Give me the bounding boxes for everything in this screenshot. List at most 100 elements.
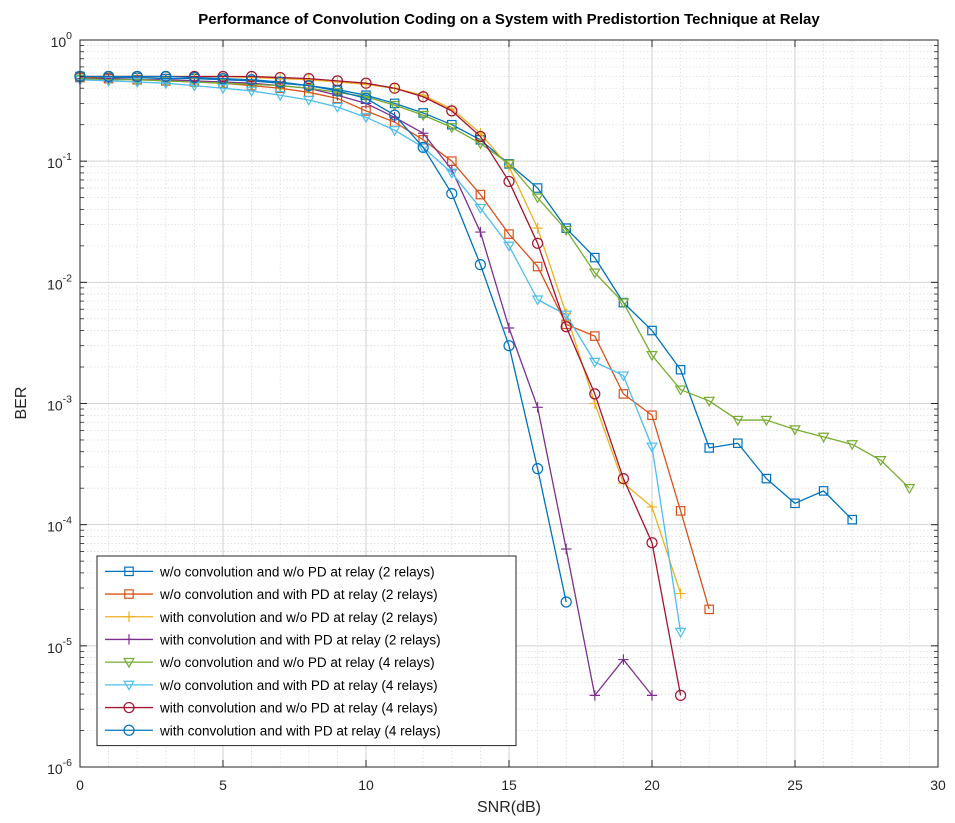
legend: w/o convolution and w/o PD at relay (2 r… — [96, 555, 517, 747]
data-point — [618, 389, 629, 399]
series-line — [79, 79, 682, 633]
y-tick-label: 10-3 — [47, 394, 72, 414]
data-point — [531, 193, 544, 204]
data-point — [674, 385, 687, 396]
data-point — [532, 183, 543, 193]
x-tick-label: 10 — [358, 777, 374, 793]
legend-label: with convolution and w/o PD at relay (4 … — [159, 701, 438, 716]
data-point — [703, 396, 716, 407]
series-8 — [74, 70, 572, 608]
legend-label: w/o convolution and with PD at relay (4 … — [159, 678, 438, 693]
legend-box — [96, 555, 517, 747]
data-point — [217, 73, 229, 85]
data-point — [446, 187, 458, 200]
legend-entry: with convolution and w/o PD at relay (4 … — [105, 701, 438, 716]
legend-entry: w/o convolution and w/o PD at relay (2 r… — [105, 564, 435, 579]
data-point — [417, 143, 430, 154]
data-point — [617, 298, 630, 309]
data-point — [303, 73, 315, 85]
legend-label: w/o convolution and w/o PD at relay (4 r… — [159, 655, 435, 670]
data-point — [302, 95, 315, 106]
legend-entry: with convolution and with PD at relay (4… — [105, 723, 441, 738]
data-point — [617, 472, 630, 485]
ticks: 0 5 10 15 20 25 30 100 10-1 10-2 10-3 10-4 10-5 10-6 — [47, 30, 946, 793]
y-tick-label: 10-2 — [47, 272, 72, 292]
y-tick-label: 10-5 — [47, 636, 72, 656]
legend-marker — [123, 680, 135, 691]
legend-label: with convolution and w/o PD at relay (2 … — [159, 610, 438, 625]
y-axis-label: BER — [13, 387, 30, 420]
data-point — [761, 473, 772, 484]
data-point — [246, 70, 258, 83]
data-point — [646, 501, 658, 513]
data-point — [874, 456, 887, 467]
data-point — [532, 222, 543, 234]
data-point — [560, 225, 573, 237]
data-point — [675, 506, 686, 516]
data-point — [503, 241, 515, 252]
y-tick-label: 10-6 — [47, 757, 72, 777]
data-point — [847, 514, 857, 525]
x-tick-label: 15 — [501, 777, 517, 793]
data-point — [445, 168, 458, 179]
data-point — [903, 483, 916, 495]
data-point — [531, 463, 544, 475]
data-point — [302, 83, 315, 95]
legend-entry: w/o convolution and with PD at relay (4 … — [105, 678, 438, 693]
data-point — [474, 139, 487, 150]
data-point — [674, 689, 687, 701]
data-point — [846, 440, 859, 451]
data-point — [274, 76, 286, 88]
data-point — [417, 141, 429, 153]
data-point — [503, 322, 515, 334]
series-line — [79, 75, 853, 521]
legend-label: with convolution and with PD at relay (4… — [159, 723, 441, 738]
data-point — [360, 113, 372, 124]
x-tick-label: 30 — [930, 777, 946, 793]
legend-marker — [124, 589, 134, 599]
data-point — [789, 425, 801, 436]
data-point — [731, 415, 744, 427]
data-point — [159, 78, 172, 90]
data-point — [532, 261, 543, 272]
data-point — [503, 340, 515, 352]
series-group — [74, 70, 916, 701]
data-point — [675, 364, 686, 375]
data-point — [617, 371, 630, 382]
data-point — [331, 85, 343, 97]
series-line — [79, 77, 910, 489]
chart-title: Performance of Convolution Coding on a S… — [198, 11, 820, 28]
data-point — [790, 498, 800, 509]
data-point — [389, 109, 401, 121]
legend-marker — [124, 566, 134, 577]
data-point — [331, 88, 344, 99]
data-point — [102, 70, 115, 83]
y-tick-label: 10-4 — [47, 515, 72, 535]
data-point — [474, 203, 487, 215]
legend-marker — [123, 701, 135, 714]
x-axis-label: SNR(dB) — [477, 799, 541, 816]
data-point — [418, 128, 429, 139]
legend-label: w/o convolution and w/o PD at relay (2 r… — [159, 564, 435, 579]
data-point — [674, 627, 687, 639]
data-point — [274, 91, 287, 102]
legend-marker — [123, 657, 135, 669]
data-point — [417, 110, 430, 122]
data-point — [217, 78, 229, 90]
data-point — [445, 123, 458, 134]
data-point — [474, 259, 486, 271]
x-tick-label: 5 — [219, 777, 227, 793]
legend-marker — [123, 634, 135, 645]
data-point — [646, 442, 658, 453]
data-point — [331, 102, 344, 114]
y-tick-label: 100 — [51, 30, 73, 50]
data-point — [589, 388, 601, 400]
series-6 — [74, 75, 687, 639]
data-point — [475, 226, 486, 238]
data-point — [388, 126, 401, 137]
data-point — [503, 175, 515, 188]
data-point — [131, 70, 143, 83]
data-point — [531, 237, 544, 249]
legend-entry: w/o convolution and w/o PD at relay (4 r… — [105, 655, 435, 670]
